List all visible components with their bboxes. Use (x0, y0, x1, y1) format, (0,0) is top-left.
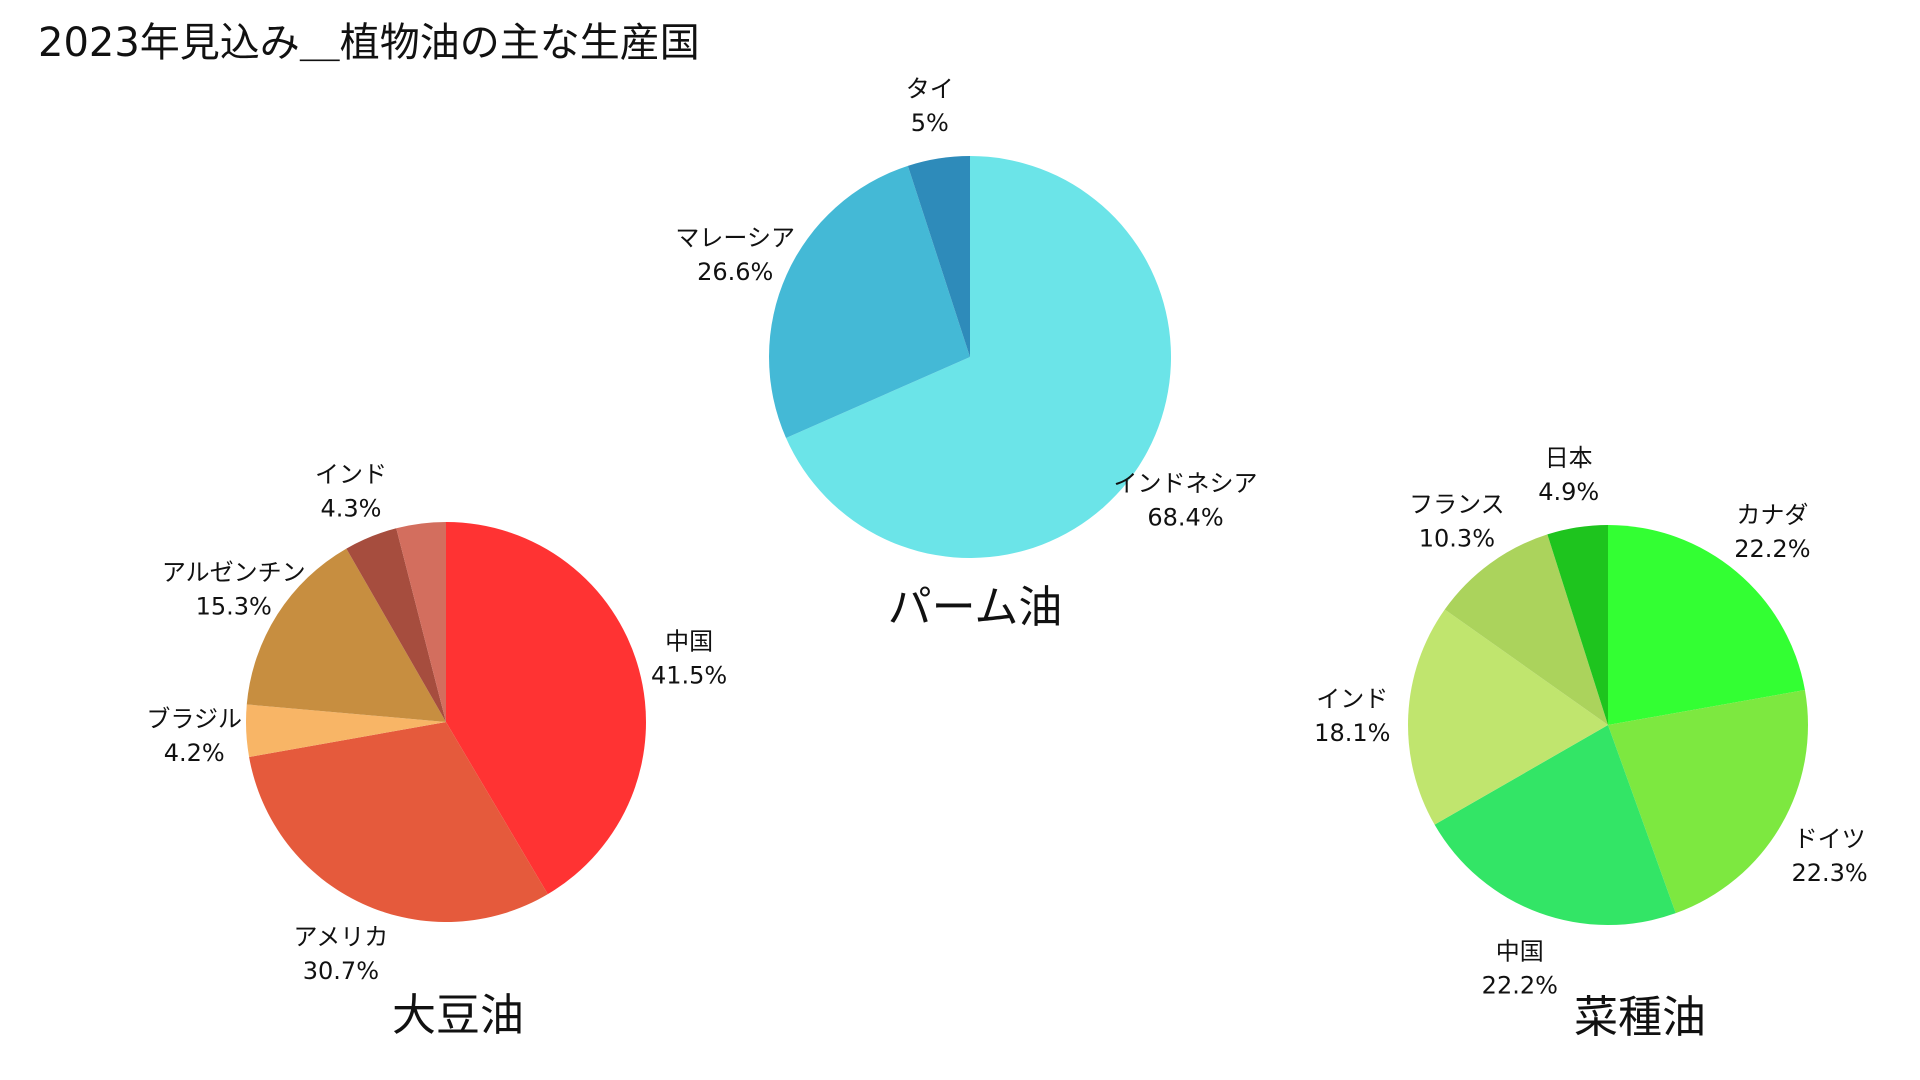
pie-slice-3-2 (1608, 690, 1808, 914)
slice-category-label: インドネシア (1114, 470, 1258, 498)
slice-percent-label: 5% (911, 109, 949, 137)
pie-slice-2-3 (245, 704, 446, 757)
pie-title: パーム油 (888, 582, 1063, 633)
pie-chart-2: 中国 41.5% アメリカ 30.7% ブラジル 4.2% アルゼンチン 15.3% インド 4.… (146, 461, 727, 1041)
slice-category-label: アメリカ (293, 923, 388, 951)
slice-percent-label: 15.3% (196, 592, 272, 620)
pie-slice-1-2 (769, 165, 970, 438)
slice-percent-label: 18.1% (1314, 719, 1390, 747)
slice-category-label: カナダ (1736, 501, 1808, 529)
pie-slice-2-5 (346, 528, 446, 722)
pie-title: 菜種油 (1574, 992, 1706, 1043)
slice-category-label: ドイツ (1794, 825, 1866, 853)
pie-chart-1: インドネシア 68.4% マレーシア 26.6% タイ 5% パーム油 (675, 75, 1257, 633)
slice-category-label: 中国 (665, 628, 713, 656)
slice-category-label: アルゼンチン (162, 558, 306, 586)
pie-slice-3-3 (1434, 725, 1676, 926)
pie-slice-3-5 (1444, 534, 1608, 725)
slice-percent-label: 30.7% (303, 957, 379, 985)
slice-percent-label: 4.2% (164, 739, 225, 767)
slice-category-label: フランス (1409, 490, 1505, 518)
figure-title: 2023年見込み＿植物油の主な生産国 (38, 20, 700, 66)
pie-slice-2-2 (249, 722, 548, 923)
slice-category-label: タイ (906, 75, 954, 103)
slice-category-label: 中国 (1496, 937, 1544, 965)
pie-slice-3-1 (1608, 525, 1805, 725)
slice-percent-label: 22.2% (1734, 535, 1810, 563)
slice-category-label: インド (1316, 685, 1388, 713)
slice-category-label: 日本 (1545, 444, 1593, 472)
slice-percent-label: 26.6% (697, 258, 773, 286)
slice-percent-label: 22.3% (1791, 859, 1867, 887)
slice-percent-label: 41.5% (651, 662, 727, 690)
pie-slice-2-1 (446, 522, 647, 895)
pie-slice-3-4 (1408, 609, 1608, 825)
slice-category-label: マレーシア (675, 224, 795, 252)
slice-percent-label: 4.9% (1538, 478, 1599, 506)
slice-percent-label: 68.4% (1147, 504, 1223, 532)
pie-slice-2-4 (246, 548, 446, 722)
pie-slice-2-remainder (396, 522, 446, 722)
slice-percent-label: 10.3% (1419, 524, 1495, 552)
pie-slice-1-1 (786, 156, 1172, 558)
slice-percent-label: 4.3% (321, 495, 382, 523)
slice-percent-label: 22.2% (1482, 971, 1558, 999)
slice-category-label: ブラジル (146, 705, 242, 733)
pie-slice-3-6 (1547, 525, 1608, 725)
pie-chart-3: カナダ 22.2% ドイツ 22.3% 中国 22.2% インド 18.1% フランス 10.3%… (1314, 444, 1868, 1043)
slice-category-label: インド (315, 461, 387, 489)
pie-slice-1-3 (907, 156, 970, 357)
pie-title: 大豆油 (392, 990, 524, 1041)
